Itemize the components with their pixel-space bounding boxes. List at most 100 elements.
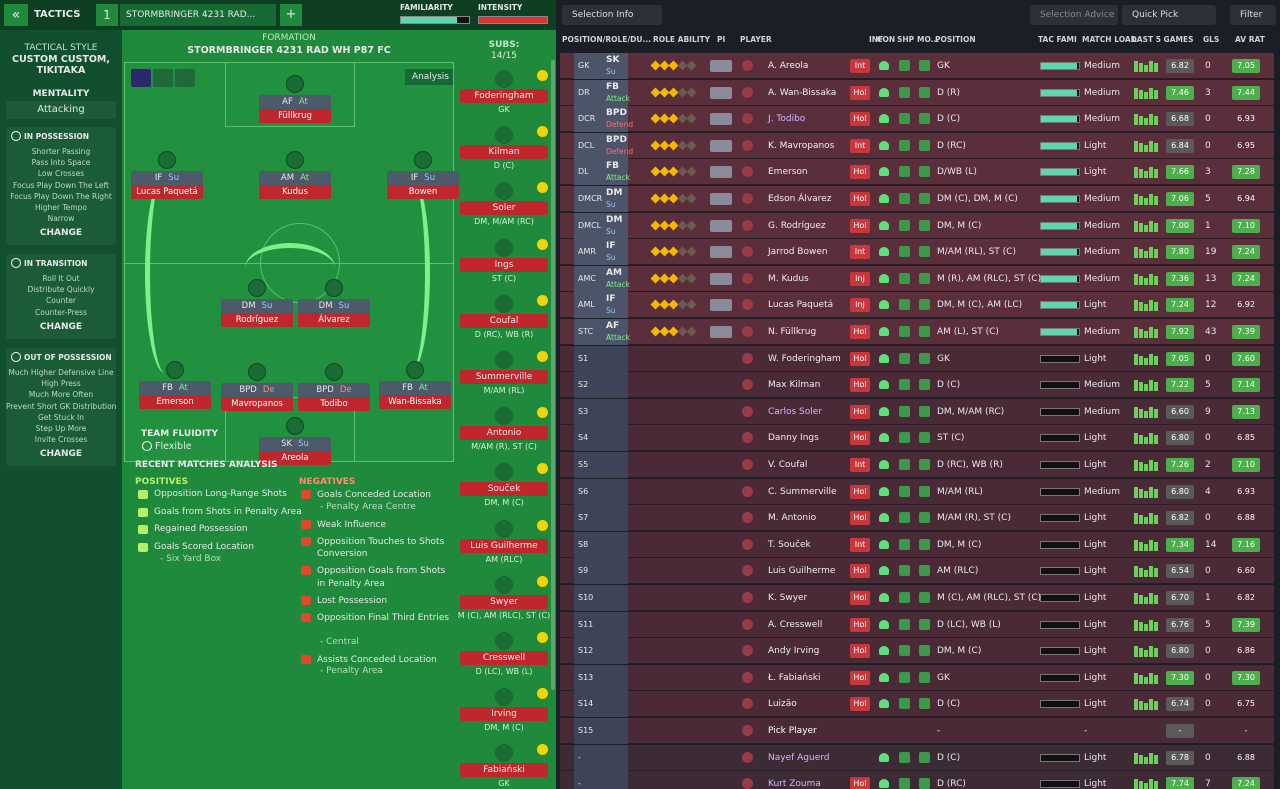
column-header[interactable]: PLAYER (740, 35, 772, 44)
selection-info-button[interactable]: Selection Info (562, 5, 662, 25)
role-bar[interactable]: BPD De (298, 383, 370, 397)
column-header[interactable]: CON (877, 35, 896, 44)
add-tactic[interactable]: + (280, 4, 302, 26)
table-row[interactable]: S9 Luis Guilherme Hol AM (RLC) Light 6.54 0 6.6… (560, 558, 1274, 585)
player-name[interactable]: K. Mavropanos (768, 140, 835, 151)
change-button[interactable]: CHANGE (39, 321, 83, 332)
player-name[interactable]: Luis Guilherme (768, 566, 836, 577)
player-card[interactable]: AF At Füllkrug (259, 75, 331, 123)
player-name[interactable]: Lucas Paquetá (131, 185, 203, 199)
player-name[interactable]: G. Rodríguez (768, 220, 826, 231)
table-row[interactable]: AML IF Su Lucas Paquetá Inj DM, M (C), AM (LC… (560, 292, 1274, 319)
role-bar[interactable]: IF Su (387, 171, 459, 185)
column-header[interactable]: SHP (897, 35, 915, 44)
table-row[interactable]: AMC AM Attack M. Kudus Inj M (R), AM (RLC), S… (560, 265, 1274, 292)
player-name[interactable]: Pick Player (768, 726, 817, 736)
role-bar[interactable]: DM Su (221, 299, 293, 313)
tactic-name[interactable]: STORMBRINGER 4231 RAD... (120, 4, 276, 26)
role-bar[interactable]: AF At (259, 95, 331, 109)
player-name[interactable]: N. Füllkrug (768, 327, 817, 337)
sub-name[interactable]: Kilman (460, 145, 548, 160)
role-bar[interactable]: BPD De (221, 383, 293, 397)
player-name[interactable]: A. Areola (768, 61, 809, 71)
player-name[interactable]: Todibo (298, 397, 370, 411)
selection-advice-button[interactable]: Selection Advice (1030, 5, 1118, 25)
player-name[interactable]: Areola (259, 451, 331, 465)
table-row[interactable]: S3 Carlos Soler Hol DM, M/AM (RC) Medium 6.60… (560, 398, 1274, 425)
player-name[interactable]: Kurt Zouma (768, 779, 821, 789)
column-header[interactable]: INF (869, 35, 884, 44)
player-name[interactable]: Kudus (259, 185, 331, 199)
sub-name[interactable]: Ings (460, 257, 548, 272)
player-name[interactable]: Edson Álvarez (768, 194, 832, 204)
column-header[interactable]: ROLE ABILITY (653, 35, 711, 44)
table-row[interactable]: DCR BPD Defend J. Todibo Hol D (C) Medium 6.68 0… (560, 106, 1274, 133)
player-card[interactable]: BPD De Todibo (298, 363, 370, 411)
player-card[interactable]: IF Su Lucas Paquetá (131, 151, 203, 199)
player-card[interactable]: BPD De Mavropanos (221, 363, 293, 411)
player-name[interactable]: Andy Irving (768, 646, 820, 657)
table-row[interactable]: S1 W. Foderingham Hol GK Light 7.05 0 7.60 (560, 345, 1274, 372)
role-bar[interactable]: FB At (139, 381, 211, 395)
player-card[interactable]: FB At Wan-Bissaka (379, 361, 451, 409)
player-name[interactable]: Emerson (139, 395, 211, 409)
player-name[interactable]: J. Todibo (768, 114, 806, 125)
table-row[interactable]: S5 V. Coufal Int D (RC), WB (R) Light 7.26 2 7.… (560, 452, 1274, 478)
filter-button[interactable]: Filter (1230, 5, 1276, 25)
table-row[interactable]: AMR IF Su Jarrod Bowen Int M/AM (RL), ST (C) M… (560, 239, 1274, 266)
analysis-button[interactable]: Analysis (405, 69, 453, 85)
table-row[interactable]: S15 Pick Player - - - - (560, 718, 1274, 744)
player-name[interactable]: A. Wan-Bissaka (768, 87, 837, 98)
role-bar[interactable]: AM At (259, 171, 331, 185)
back-button[interactable]: « (4, 4, 28, 26)
table-row[interactable]: GK SK Su A. Areola Int GK Medium 6.82 0 7.05 (560, 53, 1274, 79)
player-name[interactable]: Jarrod Bowen (768, 247, 828, 258)
player-name[interactable]: Füllkrug (259, 109, 331, 123)
table-row[interactable]: S12 Andy Irving Hol DM, M (C) Light 6.80 0 6.86 (560, 638, 1274, 665)
player-name[interactable]: A. Cresswell (768, 619, 823, 630)
view-toggle[interactable] (131, 69, 151, 87)
table-row[interactable]: DL FB Attack Emerson Hol D/WB (L) Light 7.66 3 7.… (560, 159, 1274, 186)
player-name[interactable]: K. Swyer (768, 593, 808, 603)
player-card[interactable]: IF Su Bowen (387, 151, 459, 199)
column-header[interactable]: MO... (917, 35, 940, 44)
player-name[interactable]: Mavropanos (221, 397, 293, 411)
table-row[interactable]: S14 Luizão Hol D (C) Light 6.74 0 6.75 (560, 691, 1274, 718)
mentality-select[interactable]: Attacking (6, 101, 116, 119)
quick-pick-button[interactable]: Quick Pick (1122, 5, 1216, 25)
change-button[interactable]: CHANGE (39, 228, 83, 239)
player-name[interactable]: Ł. Fabiański (768, 672, 821, 683)
player-name[interactable]: Carlos Soler (768, 406, 823, 417)
column-header[interactable]: POSITION (935, 35, 976, 44)
column-header[interactable]: TAC FAMI (1038, 35, 1077, 44)
table-row[interactable]: S6 C. Summerville Hol M/AM (RL) Medium 6.80 4 6… (560, 478, 1274, 505)
player-name[interactable]: T. Souček (768, 539, 811, 550)
sub-name[interactable]: Cresswell (460, 651, 548, 665)
sub-name[interactable]: Coufal (460, 313, 548, 328)
tactic-slot[interactable]: 1 (96, 4, 118, 26)
tactical-style[interactable]: CUSTOM CUSTOM, TIKITAKA (12, 54, 110, 76)
table-row[interactable]: DMCL DM Su G. Rodríguez Hol DM, M (C) Medium 7.… (560, 212, 1274, 239)
player-name[interactable]: Max Kilman (768, 380, 821, 391)
formation-name[interactable]: STORMBRINGER 4231 RAD WH P87 FC (187, 45, 391, 56)
table-row[interactable]: S7 M. Antonio Hol M/AM (R), ST (C) Light 6.82… (560, 505, 1274, 532)
column-header[interactable]: LAST 5 GAMES (1132, 35, 1194, 44)
role-bar[interactable]: FB At (379, 381, 451, 395)
change-button[interactable]: CHANGE (39, 449, 83, 460)
player-name[interactable]: V. Coufal (768, 460, 808, 470)
player-card[interactable]: SK Su Areola (259, 417, 331, 465)
sub-name[interactable]: Luis Guilherme (460, 538, 548, 553)
table-row[interactable]: S2 Max Kilman Hol D (C) Medium 7.22 5 7.14 (560, 372, 1274, 399)
table-row[interactable]: - Nayef Aguerd D (C) Light 6.78 0 6.88 (560, 744, 1274, 771)
sub-name[interactable]: Antonio (460, 426, 548, 441)
table-row[interactable]: S8 T. Souček Int DM, M (C) Light 7.34 14 7.16 (560, 531, 1274, 558)
table-row[interactable]: S10 K. Swyer Hol M (C), AM (RLC), ST (C) Lig… (560, 585, 1274, 611)
table-row[interactable]: - Kurt Zouma Hol D (RC) Light 7.74 7 7.24 (560, 771, 1274, 789)
column-header[interactable]: POSITION/ROLE/DU... (562, 35, 652, 44)
player-name[interactable]: Rodríguez (221, 313, 293, 327)
player-card[interactable]: FB At Emerson (139, 361, 211, 409)
role-bar[interactable]: IF Su (131, 171, 203, 185)
player-card[interactable]: DM Su Rodríguez (221, 279, 293, 327)
table-row[interactable]: STC AF Attack N. Füllkrug Hol AM (L), ST (C) M… (560, 319, 1274, 345)
player-name[interactable]: Wan-Bissaka (379, 395, 451, 409)
